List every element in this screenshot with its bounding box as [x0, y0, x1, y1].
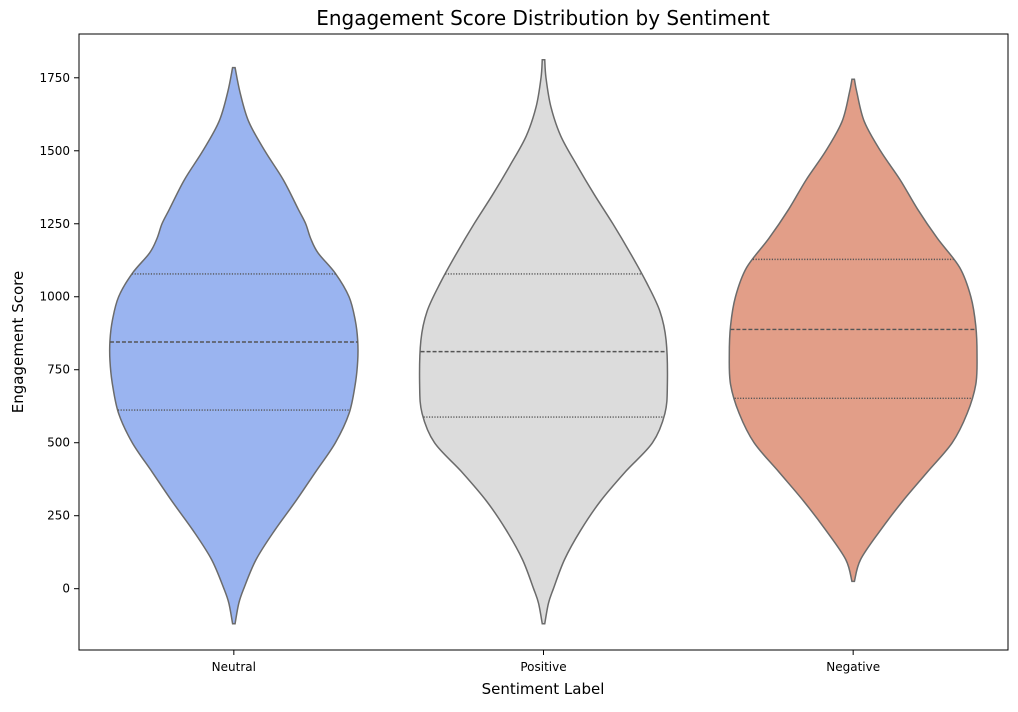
violin-negative	[728, 78, 978, 583]
violin-body-neutral	[108, 66, 359, 625]
y-tick-label: 1250	[39, 217, 70, 231]
y-tick-label: 1750	[39, 71, 70, 85]
y-tick-label: 0	[62, 582, 70, 596]
x-tick-label: Negative	[826, 660, 880, 674]
y-axis: 0 250 500 750 1000 1250 1500 1750	[39, 71, 79, 596]
violin-body-negative	[728, 78, 978, 583]
y-tick-label: 500	[47, 436, 70, 450]
violin-body-positive	[418, 58, 669, 625]
x-tick-label: Neutral	[212, 660, 256, 674]
chart-title: Engagement Score Distribution by Sentime…	[316, 6, 770, 30]
y-axis-label: Engagement Score	[9, 271, 27, 413]
y-tick-label: 750	[47, 363, 70, 377]
y-tick-label: 1000	[39, 290, 70, 304]
y-tick-label: 1500	[39, 144, 70, 158]
x-tick-label: Positive	[520, 660, 566, 674]
x-axis-label: Sentiment Label	[482, 680, 605, 698]
violin-positive	[418, 58, 669, 625]
x-axis: Neutral Positive Negative	[212, 650, 880, 674]
violins-group	[108, 58, 978, 625]
violin-neutral	[108, 66, 359, 625]
y-tick-label: 250	[47, 509, 70, 523]
